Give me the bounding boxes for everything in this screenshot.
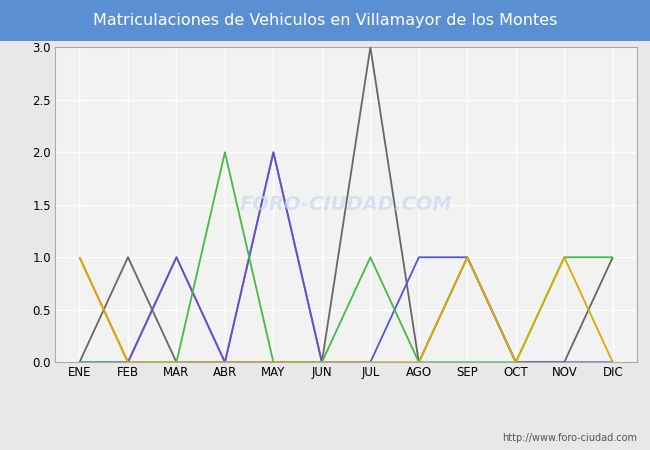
Text: http://www.foro-ciudad.com: http://www.foro-ciudad.com	[502, 433, 637, 443]
Text: Matriculaciones de Vehiculos en Villamayor de los Montes: Matriculaciones de Vehiculos en Villamay…	[93, 13, 557, 28]
Text: FORO-CIUDAD.COM: FORO-CIUDAD.COM	[240, 195, 452, 214]
